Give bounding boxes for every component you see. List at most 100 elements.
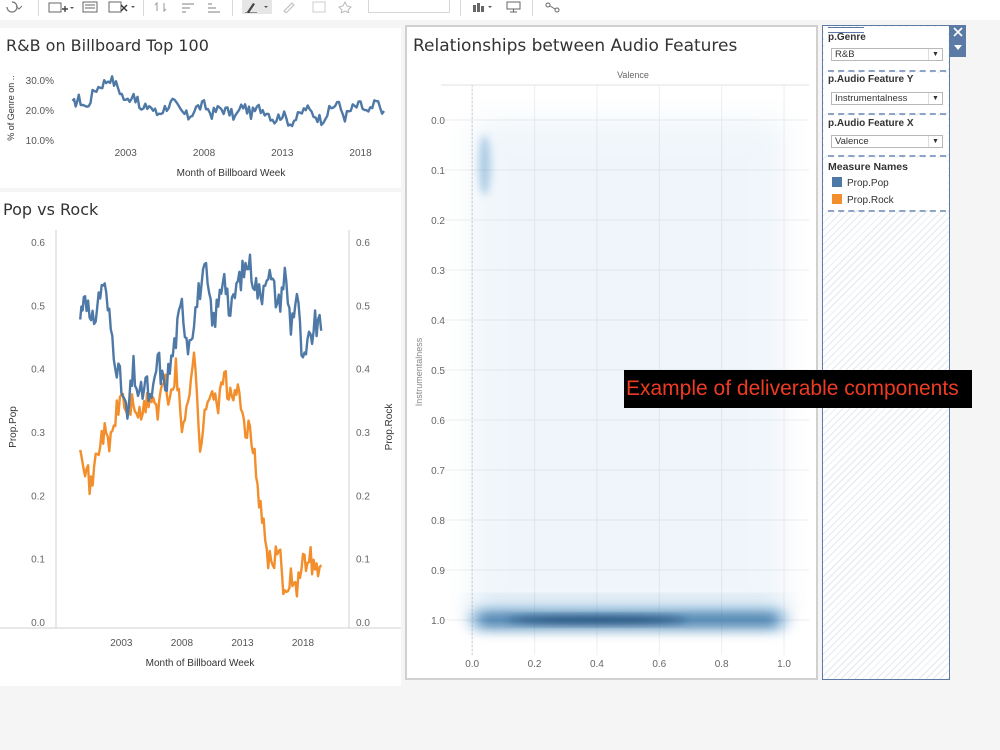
rb-chart-title: R&B on Billboard Top 100 <box>6 36 209 55</box>
pop-y-tick-label: 0.4 <box>31 365 45 376</box>
audio-feature-y-select[interactable]: Instrumentalness ▼ <box>831 92 943 105</box>
rock-ylabel: Prop.Rock <box>384 403 395 451</box>
rb-ylabel: % of Genre on .. <box>6 75 16 141</box>
divider <box>828 70 946 72</box>
pop-y-tick-label: 0.1 <box>31 555 45 566</box>
clear-sheet-icon[interactable] <box>108 0 136 14</box>
pop-rock-chart-panel: Pop vs Rock 0.6 0.5 0.4 0.3 0.2 0.1 0.0 0.6 0.5… <box>0 192 401 686</box>
legend-item-pop[interactable]: Prop.Pop <box>832 177 889 189</box>
pop-y-tick-label: 0.5 <box>31 301 45 312</box>
divider <box>828 155 946 157</box>
chevron-down-icon: ▼ <box>928 49 942 60</box>
density-x-tick-label: 0.6 <box>652 659 666 670</box>
audio-feature-x-label: p.Audio Feature X <box>828 118 914 129</box>
rb-chart-panel: R&B on Billboard Top 100 30.0% 20.0% 10.0%… <box>0 28 401 188</box>
audio-feature-x-filter: p.Audio Feature X Valence ▼ <box>824 116 948 155</box>
sort-ascending-icon[interactable] <box>180 0 198 14</box>
divider <box>828 210 946 212</box>
valence-top-label: Valence <box>617 70 649 80</box>
rb-x-tick-label: 2018 <box>349 148 372 159</box>
density-y-tick-label: 0.8 <box>431 516 445 527</box>
density-y-tick-label: 0.6 <box>431 416 445 427</box>
pop-y-tick-label: 0.3 <box>31 428 45 439</box>
rock-y-tick-label: 0.1 <box>356 555 370 566</box>
pop-rock-x-tick-label: 2013 <box>231 638 254 649</box>
rb-y-tick-label: 10.0% <box>26 136 54 147</box>
pop-rock-chart-title: Pop vs Rock <box>3 200 99 219</box>
density-y-tick-label: 1.0 <box>431 616 445 627</box>
drag-handle[interactable] <box>828 27 864 33</box>
rb-y-tick-label: 30.0% <box>26 76 54 87</box>
density-y-tick-label: 0.5 <box>431 366 445 377</box>
pop-y-tick-label: 0.2 <box>31 491 45 502</box>
legend-title: Measure Names <box>828 161 908 173</box>
filter-legend-panel: p.Genre R&B ▼ p.Audio Feature Y Instrume… <box>822 25 950 680</box>
rock-swatch <box>832 194 842 204</box>
density-y-tick-label: 0.7 <box>431 466 445 477</box>
genre-select[interactable]: R&B ▼ <box>831 48 943 61</box>
legend-item-rock[interactable]: Prop.Rock <box>832 194 894 206</box>
pop-ylabel: Prop.Pop <box>8 406 19 448</box>
refresh-icon[interactable] <box>4 0 22 14</box>
pop-y-tick-label: 0.6 <box>31 238 45 249</box>
panel-controls <box>950 25 966 57</box>
rb-series-line <box>71 75 385 128</box>
chevron-down-icon: ▼ <box>928 136 942 147</box>
close-icon[interactable] <box>952 26 964 38</box>
duplicate-icon[interactable] <box>82 0 100 14</box>
audio-feature-y-filter: p.Audio Feature Y Instrumentalness ▼ <box>824 73 948 113</box>
audio-feature-y-label: p.Audio Feature Y <box>828 74 914 85</box>
density-x-tick-label: 0.4 <box>590 659 604 670</box>
density-y-tick-label: 0.0 <box>431 116 445 127</box>
density-x-tick-label: 0.8 <box>715 659 729 670</box>
chevron-down-icon: ▼ <box>928 93 942 104</box>
rock-series-line <box>79 351 323 598</box>
presentation-icon[interactable] <box>506 0 522 14</box>
measure-names-legend: Measure Names Prop.Pop Prop.Rock <box>824 158 948 210</box>
density-chart-title: Relationships between Audio Features <box>413 36 738 56</box>
new-worksheet-icon[interactable] <box>48 0 74 14</box>
dashboard-bottom-area <box>0 686 1000 750</box>
rb-line-chart: 30.0% 20.0% 10.0% 2003 2008 2013 2018 % of Ge… <box>6 75 385 179</box>
density-y-tick-label: 0.3 <box>431 266 445 277</box>
annotate-icon[interactable] <box>280 0 300 14</box>
rb-x-tick-label: 2013 <box>271 148 294 159</box>
show-me-icon[interactable] <box>472 0 494 14</box>
density-y-tick-label: 0.9 <box>431 566 445 577</box>
rb-x-tick-label: 2003 <box>115 148 138 159</box>
genre-filter: p.Genre R&B ▼ <box>824 27 948 71</box>
instrumentalness-ylabel: Instrumentalness <box>414 337 424 406</box>
density-x-tick-label: 0.0 <box>465 659 479 670</box>
density-y-tick-label: 0.4 <box>431 316 445 327</box>
fit-dropdown[interactable] <box>368 0 450 13</box>
pop-y-tick-label: 0.0 <box>31 618 45 629</box>
pop-rock-x-tick-label: 2008 <box>171 638 194 649</box>
caret-down-icon[interactable] <box>952 43 964 53</box>
pop-rock-x-tick-label: 2003 <box>110 638 133 649</box>
rb-x-tick-label: 2008 <box>193 148 216 159</box>
density-high-instrumentalness <box>478 135 491 195</box>
rb-y-tick-label: 20.0% <box>26 106 54 117</box>
genre-filter-label: p.Genre <box>828 32 866 43</box>
rb-xlabel: Month of Billboard Week <box>177 168 287 179</box>
rock-y-tick-label: 0.3 <box>356 428 370 439</box>
audio-feature-x-select[interactable]: Valence ▼ <box>831 135 943 148</box>
toolbar <box>0 0 1000 20</box>
density-y-tick-label: 0.2 <box>431 216 445 227</box>
pop-rock-xlabel: Month of Billboard Week <box>146 658 256 669</box>
annotation-callout: Example of deliverable components <box>624 370 972 408</box>
pop-series-line <box>79 253 323 420</box>
rock-y-tick-label: 0.6 <box>356 238 370 249</box>
fit-icon[interactable] <box>312 0 326 14</box>
share-icon[interactable] <box>545 0 561 14</box>
pin-icon[interactable] <box>338 0 352 14</box>
rock-y-tick-label: 0.0 <box>356 618 370 629</box>
highlight-icon[interactable] <box>242 0 272 14</box>
sort-descending-icon[interactable] <box>206 0 224 14</box>
density-y-tick-label: 0.1 <box>431 166 445 177</box>
pop-rock-x-tick-label: 2018 <box>292 638 315 649</box>
density-x-tick-label: 0.2 <box>528 659 542 670</box>
density-plot: 1.0 0.9 0.8 0.7 0.6 0.5 0.4 0.3 0.2 0.1 0.0 0.0 0.2… <box>414 70 809 670</box>
pop-swatch <box>832 177 842 187</box>
swap-icon[interactable] <box>154 0 172 14</box>
